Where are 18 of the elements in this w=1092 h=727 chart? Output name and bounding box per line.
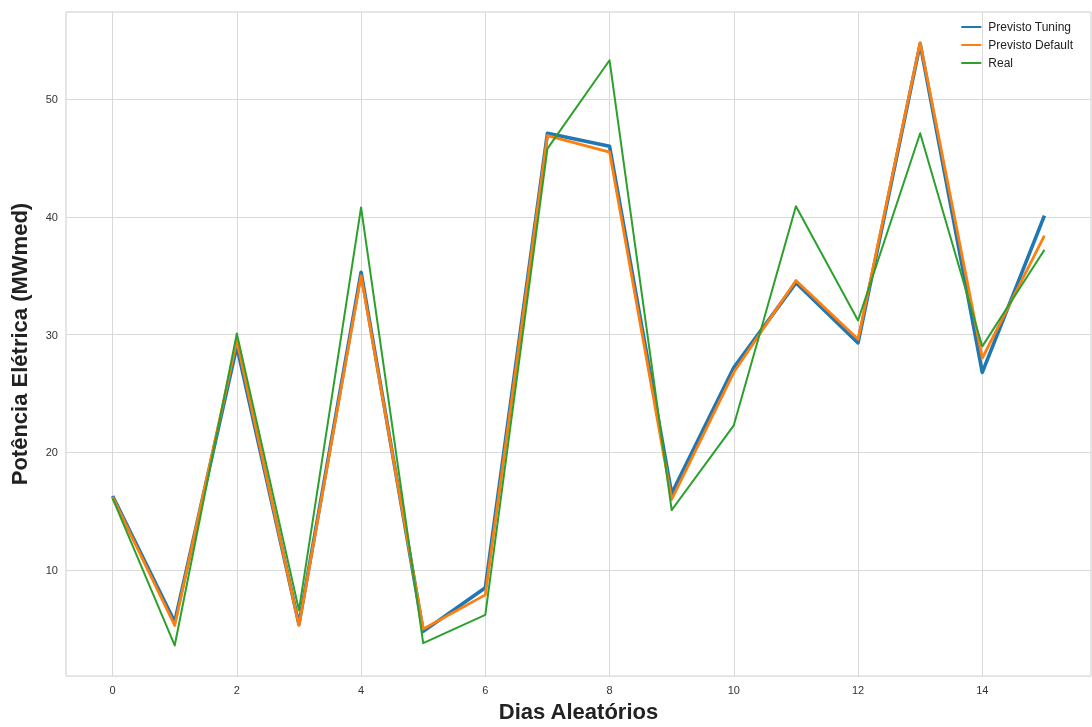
y-axis-title: Potência Elétrica (MWmed) — [6, 202, 32, 486]
legend-label: Previsto Default — [988, 38, 1074, 52]
y-tick-label: 20 — [45, 446, 58, 459]
legend-label: Real — [988, 56, 1013, 70]
y-tick-label: 30 — [45, 328, 58, 341]
x-tick-label: 0 — [109, 683, 116, 696]
x-tick-label: 8 — [606, 683, 613, 696]
legend-label: Previsto Tuning — [988, 20, 1072, 34]
y-tick-label: 40 — [45, 210, 58, 223]
x-tick-label: 6 — [482, 683, 489, 696]
x-tick-label: 2 — [233, 683, 240, 696]
x-tick-label: 10 — [727, 683, 740, 696]
x-tick-label: 12 — [851, 683, 865, 696]
y-tick-label: 10 — [45, 564, 58, 577]
x-tick-label: 4 — [358, 683, 365, 696]
x-axis-title: Dias Aleatórios — [498, 698, 659, 724]
x-tick-label: 14 — [976, 683, 989, 696]
y-tick-label: 50 — [45, 93, 58, 106]
